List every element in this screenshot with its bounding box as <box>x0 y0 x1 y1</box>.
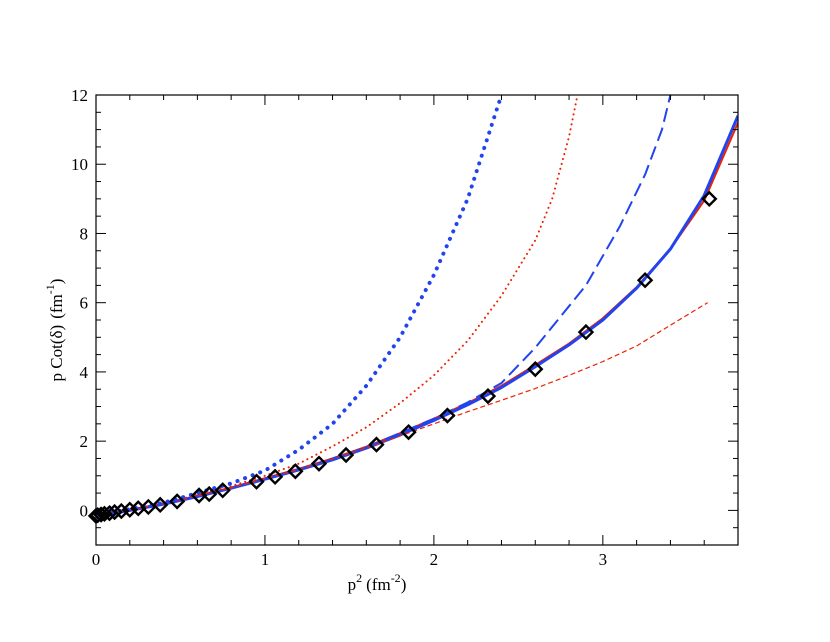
data-point-diamond <box>400 423 417 441</box>
y-tick-label: 2 <box>80 432 89 451</box>
y-tick-label: 4 <box>80 363 89 382</box>
plot-markers <box>87 190 718 525</box>
y-tick-label: 0 <box>80 501 89 520</box>
data-point-diamond <box>287 463 304 480</box>
x-axis-label: p2 (fm-2) <box>348 571 407 594</box>
data-point-diamond <box>636 271 654 289</box>
data-point-diamond <box>152 496 169 514</box>
series-line-dotted <box>96 95 579 517</box>
series-line-dotted <box>96 95 504 518</box>
axis-ticks <box>95 94 739 546</box>
data-point-diamond <box>337 446 355 464</box>
series-line-solid <box>96 115 738 518</box>
data-point-diamond <box>248 473 265 490</box>
x-tick-label: 2 <box>430 550 439 569</box>
data-point-diamond <box>266 468 284 486</box>
data-point-diamond <box>701 190 718 208</box>
series-line-short-dashed <box>96 302 708 517</box>
data-point-diamond <box>106 503 123 521</box>
y-tick-label: 10 <box>71 155 88 174</box>
plot-series <box>96 95 738 518</box>
data-point-diamond <box>310 455 328 472</box>
y-tick-label: 8 <box>80 224 89 243</box>
data-point-diamond <box>214 482 231 499</box>
data-point-diamond <box>527 360 544 378</box>
x-tick-label: 0 <box>92 550 101 569</box>
data-point-diamond <box>439 407 456 424</box>
y-axis-label: p Cot(δ)(fm-1) <box>43 279 66 382</box>
series-line-dashed <box>96 95 672 517</box>
y-tick-label: 12 <box>71 86 88 105</box>
data-point-diamond <box>577 323 595 341</box>
x-tick-label: 3 <box>599 550 608 569</box>
data-point-diamond <box>368 436 385 453</box>
data-point-diamond <box>168 493 186 510</box>
x-tick-label: 1 <box>261 550 270 569</box>
y-tick-label: 6 <box>80 294 89 313</box>
data-point-diamond <box>479 387 497 405</box>
series-line-solid <box>96 122 738 517</box>
plot-frame <box>95 94 739 546</box>
data-point-diamond <box>200 485 218 503</box>
